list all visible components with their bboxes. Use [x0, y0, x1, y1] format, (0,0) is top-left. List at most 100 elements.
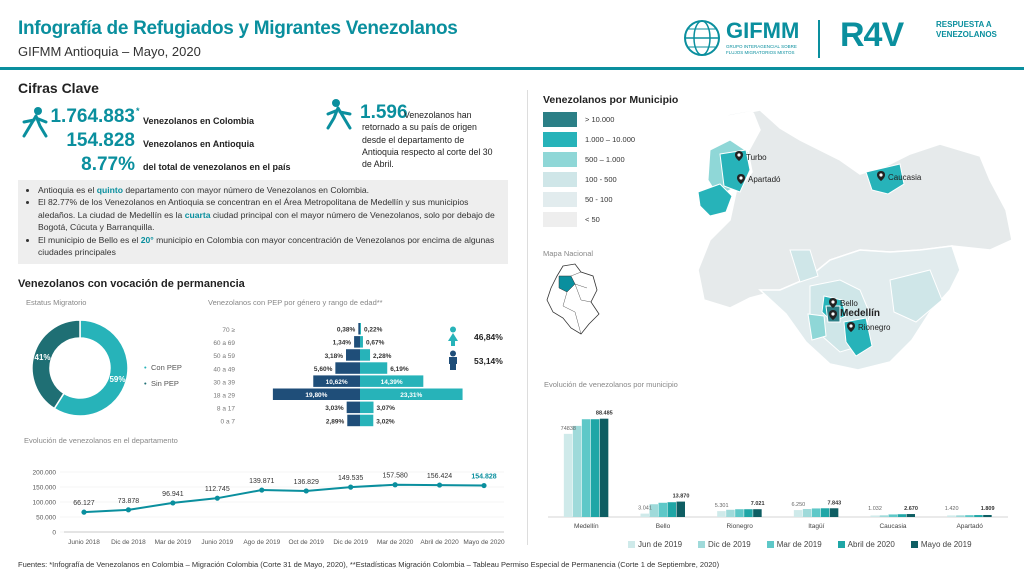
male-bar — [360, 336, 363, 348]
municipality-legend: Jun de 2019 Dic de 2019 Mar de 2019 Abril d… — [628, 540, 972, 549]
age-tick-label: 8 a 17 — [217, 406, 235, 413]
x-tick-label: Dic de 2019 — [333, 539, 368, 546]
bar-legend-label: Dic de 2019 — [708, 540, 751, 549]
place-label: Turbo — [746, 153, 767, 162]
donut-legend-label: Con PEP — [151, 363, 182, 372]
place-label: Caucasia — [888, 173, 922, 182]
r4v-logo-sub2: VENEZOLANOS — [936, 30, 997, 39]
municipality-bar — [563, 433, 573, 517]
r4v-logo: R4V RESPUESTA A VENEZOLANOS — [832, 16, 1012, 62]
female-icon — [448, 326, 458, 346]
map-legend-swatch — [543, 192, 577, 207]
header-divider — [0, 67, 1024, 70]
x-tick-label: Junio 2019 — [201, 539, 233, 546]
donut-label: 59% — [109, 375, 125, 384]
municipality-bar — [870, 515, 879, 517]
category-label: Apartadó — [956, 523, 983, 530]
map-legend-label: < 50 — [585, 215, 600, 224]
map-legend-item: 100 - 500 — [543, 172, 713, 188]
first-value-label: 5.301 — [715, 503, 729, 509]
map-legend-label: 50 - 100 — [585, 195, 613, 204]
r4v-logo-text: R4V — [840, 16, 904, 54]
female-bar — [272, 388, 360, 400]
first-value-label: 1.420 — [945, 506, 959, 512]
municipality-bar — [753, 509, 762, 517]
piramide-label: Venezolanos con PEP por género y rango d… — [208, 298, 383, 307]
x-tick-label: Dic de 2018 — [111, 539, 146, 546]
municipality-bar — [640, 513, 649, 517]
colombia-number: 1.764.883 — [50, 106, 135, 127]
antioquia-map — [697, 109, 1013, 371]
line-point — [392, 482, 398, 488]
female-value-label: 0,38% — [337, 327, 356, 334]
female-value-label: 1,34% — [333, 340, 352, 347]
line-point — [436, 482, 443, 488]
municipality-bar — [820, 508, 830, 517]
municipality-bar — [744, 509, 753, 517]
point-value-label: 66.127 — [73, 500, 95, 507]
colombia-label: Venezolanos en Colombia — [143, 116, 255, 126]
first-value-label: 6.250 — [791, 502, 805, 508]
male-bar — [360, 388, 463, 400]
y-tick-label: 100.000 — [33, 500, 57, 507]
municipality-bar — [599, 418, 609, 517]
bar-legend-item: Mar de 2019 — [766, 540, 822, 549]
bar-legend-label: Mayo de 2019 — [920, 540, 972, 549]
female-bar — [335, 362, 360, 374]
female-value-label: 10,62% — [326, 379, 348, 386]
female-bar — [313, 375, 360, 387]
municipality-bar — [590, 419, 600, 517]
age-tick-label: 60 a 69 — [213, 340, 235, 347]
map-legend-item: 1.000 – 10.000 — [543, 132, 713, 148]
category-label: Itagüí — [808, 523, 824, 530]
map-legend-label: 100 - 500 — [585, 175, 617, 184]
permanencia-title: Venezolanos con vocación de permanencia — [18, 278, 245, 290]
estatus-label: Estatus Migratorio — [26, 298, 87, 307]
line-chart-title: Evolución de venezolanos en el departame… — [24, 436, 178, 445]
map-legend-item: 500 – 1.000 — [543, 152, 713, 168]
point-value-label: 96.941 — [162, 491, 184, 498]
bar-legend-label: Mar de 2019 — [776, 540, 822, 549]
x-tick-label: Mayo de 2020 — [463, 539, 505, 546]
colombia-mini-map — [546, 263, 600, 335]
page-title: Infografía de Refugiados y Migrantes Ven… — [18, 18, 458, 39]
male-value-label: 6,19% — [390, 366, 409, 373]
municipality-bar — [649, 504, 658, 517]
returned-number: 1.596 — [360, 102, 408, 123]
pep-pyramid-chart: 70 ≥ 0,38% 0,22% 60 a 69 1,34% 0,67% 50 a 59 3,… — [213, 323, 463, 427]
x-tick-label: Abril de 2020 — [420, 539, 459, 546]
donut-slice — [53, 319, 129, 417]
male-value-label: 2,28% — [373, 353, 392, 360]
antioquia-number: 154.828 — [66, 130, 135, 151]
municipality-bar — [974, 515, 983, 517]
cifras-title: Cifras Clave — [18, 80, 99, 96]
line-point — [125, 507, 132, 513]
last-value-label: 7.021 — [751, 501, 765, 507]
last-value-label: 88.485 — [596, 411, 613, 417]
male-value-label: 0,67% — [366, 340, 385, 347]
line-point — [81, 509, 87, 515]
municipality-bar — [811, 508, 821, 517]
last-value-label: 7.843 — [827, 500, 841, 506]
bar-legend-item: Jun de 2019 — [628, 540, 682, 549]
line-point — [170, 500, 176, 506]
bar-legend-swatch — [910, 541, 918, 549]
municipality-bar — [879, 515, 888, 517]
age-tick-label: 18 a 29 — [213, 393, 235, 400]
age-tick-label: 70 ≥ — [222, 327, 235, 334]
category-label: Rionegro — [726, 523, 753, 530]
legend-bullet: • — [144, 379, 147, 388]
male-value-label: 14,39% — [381, 379, 403, 386]
male-value-label: 3,02% — [376, 418, 395, 425]
evolution-line — [83, 483, 485, 514]
first-value-label: 74838 — [561, 426, 576, 432]
female-percent: 46,84% — [474, 332, 503, 342]
male-bar — [360, 375, 424, 387]
legend-bullet: • — [144, 363, 147, 372]
last-value-label: 13.870 — [673, 494, 690, 500]
point-value-label: 136.829 — [294, 479, 319, 486]
map-pin-icon — [829, 310, 837, 320]
male-bar — [360, 414, 374, 427]
x-tick-label: Oct de 2019 — [289, 539, 325, 546]
municipality-bar — [717, 511, 726, 517]
